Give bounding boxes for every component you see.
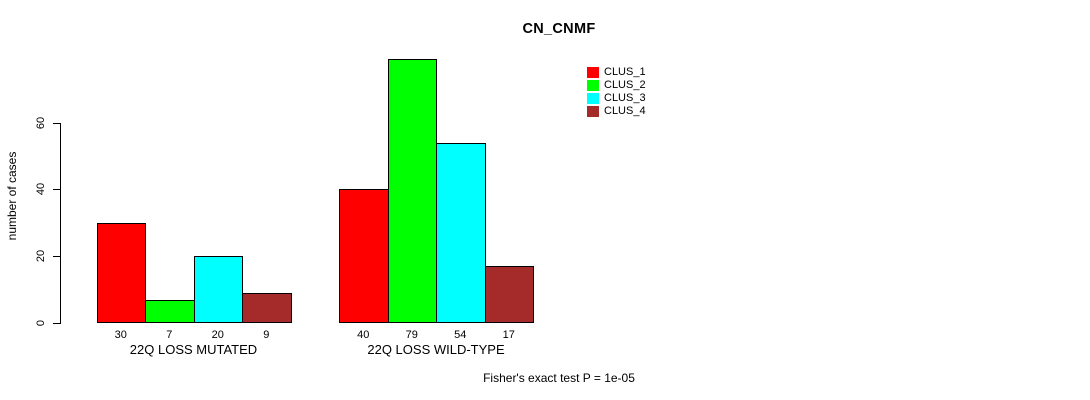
y-axis-label: number of cases — [5, 151, 19, 241]
bar-clus_3-group2 — [436, 142, 486, 323]
bar-clus_3-group1 — [193, 256, 243, 323]
legend-label: CLUS_1 — [604, 66, 646, 78]
bar-clus_4-group1 — [242, 292, 292, 323]
bar-value-label: 7 — [166, 329, 173, 341]
y-axis-tick-label: 20 — [35, 250, 47, 263]
bar-value-label: 9 — [263, 329, 270, 341]
bar-clus_2-group1 — [145, 299, 195, 323]
y-axis-tick — [53, 323, 60, 324]
category-label: 22Q LOSS WILD-TYPE — [367, 342, 505, 357]
y-axis-line — [60, 122, 61, 324]
bar-value-label: 54 — [454, 329, 467, 341]
legend-swatch-clus_4 — [587, 106, 599, 117]
chart-title: CN_CNMF — [522, 21, 596, 37]
legend-label: CLUS_4 — [604, 105, 646, 117]
bar-clus_2-group2 — [387, 59, 437, 323]
legend-item: CLUS_4 — [587, 105, 677, 118]
legend-item: CLUS_3 — [587, 92, 677, 105]
legend-item: CLUS_1 — [587, 66, 677, 79]
y-axis-tick-label: 40 — [35, 183, 47, 196]
legend-label: CLUS_3 — [604, 92, 646, 104]
bar-clus_1-group2 — [339, 189, 389, 323]
y-axis-tick-label: 60 — [35, 116, 47, 129]
bar-value-label: 40 — [357, 329, 370, 341]
fisher-test-annotation: Fisher's exact test P = 1e-05 — [483, 371, 635, 385]
y-axis-tick — [53, 256, 60, 258]
y-axis-tick — [53, 189, 60, 191]
legend-label: CLUS_2 — [604, 79, 646, 91]
bar-value-label: 20 — [211, 329, 224, 341]
bar-clus_4-group2 — [484, 266, 534, 323]
bar-value-label: 17 — [502, 329, 515, 341]
legend-swatch-clus_1 — [587, 67, 599, 78]
category-label: 22Q LOSS MUTATED — [129, 342, 258, 357]
legend-item: CLUS_2 — [587, 79, 677, 92]
bar-value-label: 79 — [405, 329, 418, 341]
bar-value-label: 30 — [114, 329, 127, 341]
y-axis-tick — [53, 122, 60, 124]
legend-swatch-clus_2 — [587, 80, 599, 91]
bar-clus_1-group1 — [96, 222, 146, 323]
legend-swatch-clus_3 — [587, 93, 599, 104]
y-axis-tick-label: 0 — [35, 319, 47, 327]
